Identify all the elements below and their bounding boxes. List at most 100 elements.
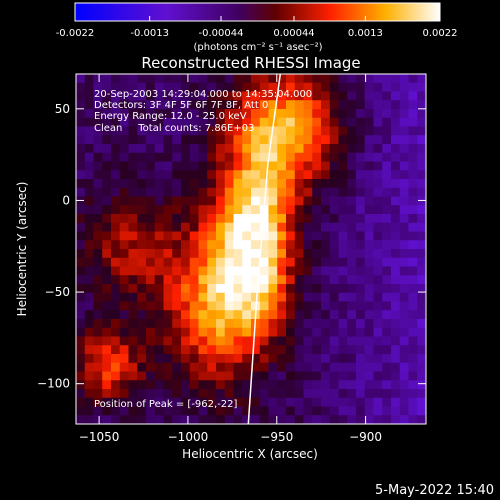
heatmap-cell: [391, 170, 401, 180]
heatmap-cell: [128, 231, 138, 241]
heatmap-cell: [216, 222, 226, 232]
heatmap-cell: [111, 266, 121, 276]
heatmap-cell: [137, 117, 147, 127]
heatmap-cell: [224, 389, 234, 399]
heatmap-cell: [111, 354, 121, 364]
heatmap-cell: [338, 415, 348, 424]
heatmap-cell: [382, 205, 392, 215]
heatmap-cell: [146, 310, 156, 320]
heatmap-cell: [233, 161, 243, 171]
heatmap-cell: [277, 135, 287, 145]
heatmap-cell: [356, 170, 366, 180]
heatmap-cell: [233, 82, 243, 92]
heatmap-cell: [356, 135, 366, 145]
heatmap-cell: [172, 380, 182, 390]
heatmap-cell: [137, 161, 147, 171]
heatmap-cell: [233, 397, 243, 407]
heatmap-cell: [321, 292, 331, 302]
x-axis-label: Heliocentric X (arcsec): [182, 447, 318, 461]
heatmap-cell: [303, 100, 313, 110]
heatmap-cell: [233, 249, 243, 259]
heatmap-cell: [391, 415, 401, 424]
heatmap-cell: [76, 266, 86, 276]
heatmap-cell: [93, 284, 103, 294]
heatmap-cell: [119, 389, 129, 399]
heatmap-cell: [198, 301, 208, 311]
heatmap-cell: [181, 214, 191, 224]
heatmap-cell: [259, 214, 269, 224]
heatmap-cell: [399, 336, 409, 346]
heatmap-cell: [207, 371, 217, 381]
heatmap-cell: [347, 249, 357, 259]
heatmap-cell: [312, 214, 322, 224]
heatmap-cell: [347, 389, 357, 399]
heatmap-cell: [93, 327, 103, 337]
heatmap-cell: [417, 380, 426, 390]
heatmap-cell: [294, 319, 304, 329]
heatmap-cell: [181, 152, 191, 162]
heatmap-cell: [137, 336, 147, 346]
heatmap-cell: [216, 179, 226, 189]
heatmap-cell: [391, 205, 401, 215]
heatmap-cell: [163, 100, 173, 110]
heatmap-cell: [146, 214, 156, 224]
heatmap-cell: [338, 310, 348, 320]
heatmap-cell: [172, 100, 182, 110]
heatmap-cell: [128, 135, 138, 145]
heatmap-cell: [321, 179, 331, 189]
heatmap-cell: [321, 389, 331, 399]
heatmap-cell: [119, 371, 129, 381]
heatmap-cell: [382, 196, 392, 206]
heatmap-cell: [233, 380, 243, 390]
heatmap-cell: [382, 319, 392, 329]
heatmap-cell: [163, 222, 173, 232]
heatmap-cell: [181, 240, 191, 250]
heatmap-cell: [382, 354, 392, 364]
heatmap-cell: [233, 144, 243, 154]
heatmap-cell: [329, 126, 339, 136]
heatmap-cell: [233, 266, 243, 276]
heatmap-cell: [111, 74, 121, 84]
heatmap-cell: [102, 161, 112, 171]
heatmap-cell: [268, 397, 278, 407]
heatmap-cell: [163, 179, 173, 189]
heatmap-cell: [163, 354, 173, 364]
heatmap-cell: [163, 214, 173, 224]
heatmap-cell: [294, 179, 304, 189]
heatmap-cell: [207, 109, 217, 119]
heatmap-cell: [163, 205, 173, 215]
heatmap-cell: [76, 222, 86, 232]
heatmap-cell: [146, 231, 156, 241]
heatmap-cell: [128, 362, 138, 372]
heatmap-cell: [189, 82, 199, 92]
heatmap-cell: [84, 249, 94, 259]
heatmap-cell: [181, 327, 191, 337]
heatmap-cell: [408, 249, 418, 259]
heatmap-cell: [93, 205, 103, 215]
y-tick-label: −100: [37, 377, 70, 391]
heatmap-cell: [242, 266, 252, 276]
heatmap-cell: [137, 397, 147, 407]
heatmap-cell: [347, 362, 357, 372]
heatmap-cell: [364, 319, 374, 329]
heatmap-cell: [76, 310, 86, 320]
heatmap-cell: [364, 284, 374, 294]
heatmap-cell: [277, 82, 287, 92]
heatmap-cell: [172, 284, 182, 294]
heatmap-cell: [189, 301, 199, 311]
heatmap-cell: [408, 117, 418, 127]
heatmap-cell: [277, 266, 287, 276]
heatmap-cell: [102, 196, 112, 206]
heatmap-cell: [373, 310, 383, 320]
heatmap-cell: [76, 249, 86, 259]
heatmap-cell: [294, 327, 304, 337]
heatmap-cell: [76, 91, 86, 101]
heatmap-cell: [119, 284, 129, 294]
heatmap-cell: [111, 170, 121, 180]
heatmap-cell: [111, 126, 121, 136]
heatmap-cell: [312, 389, 322, 399]
heatmap-cell: [277, 222, 287, 232]
heatmap-cell: [251, 222, 261, 232]
heatmap-cell: [321, 161, 331, 171]
heatmap-cell: [137, 135, 147, 145]
